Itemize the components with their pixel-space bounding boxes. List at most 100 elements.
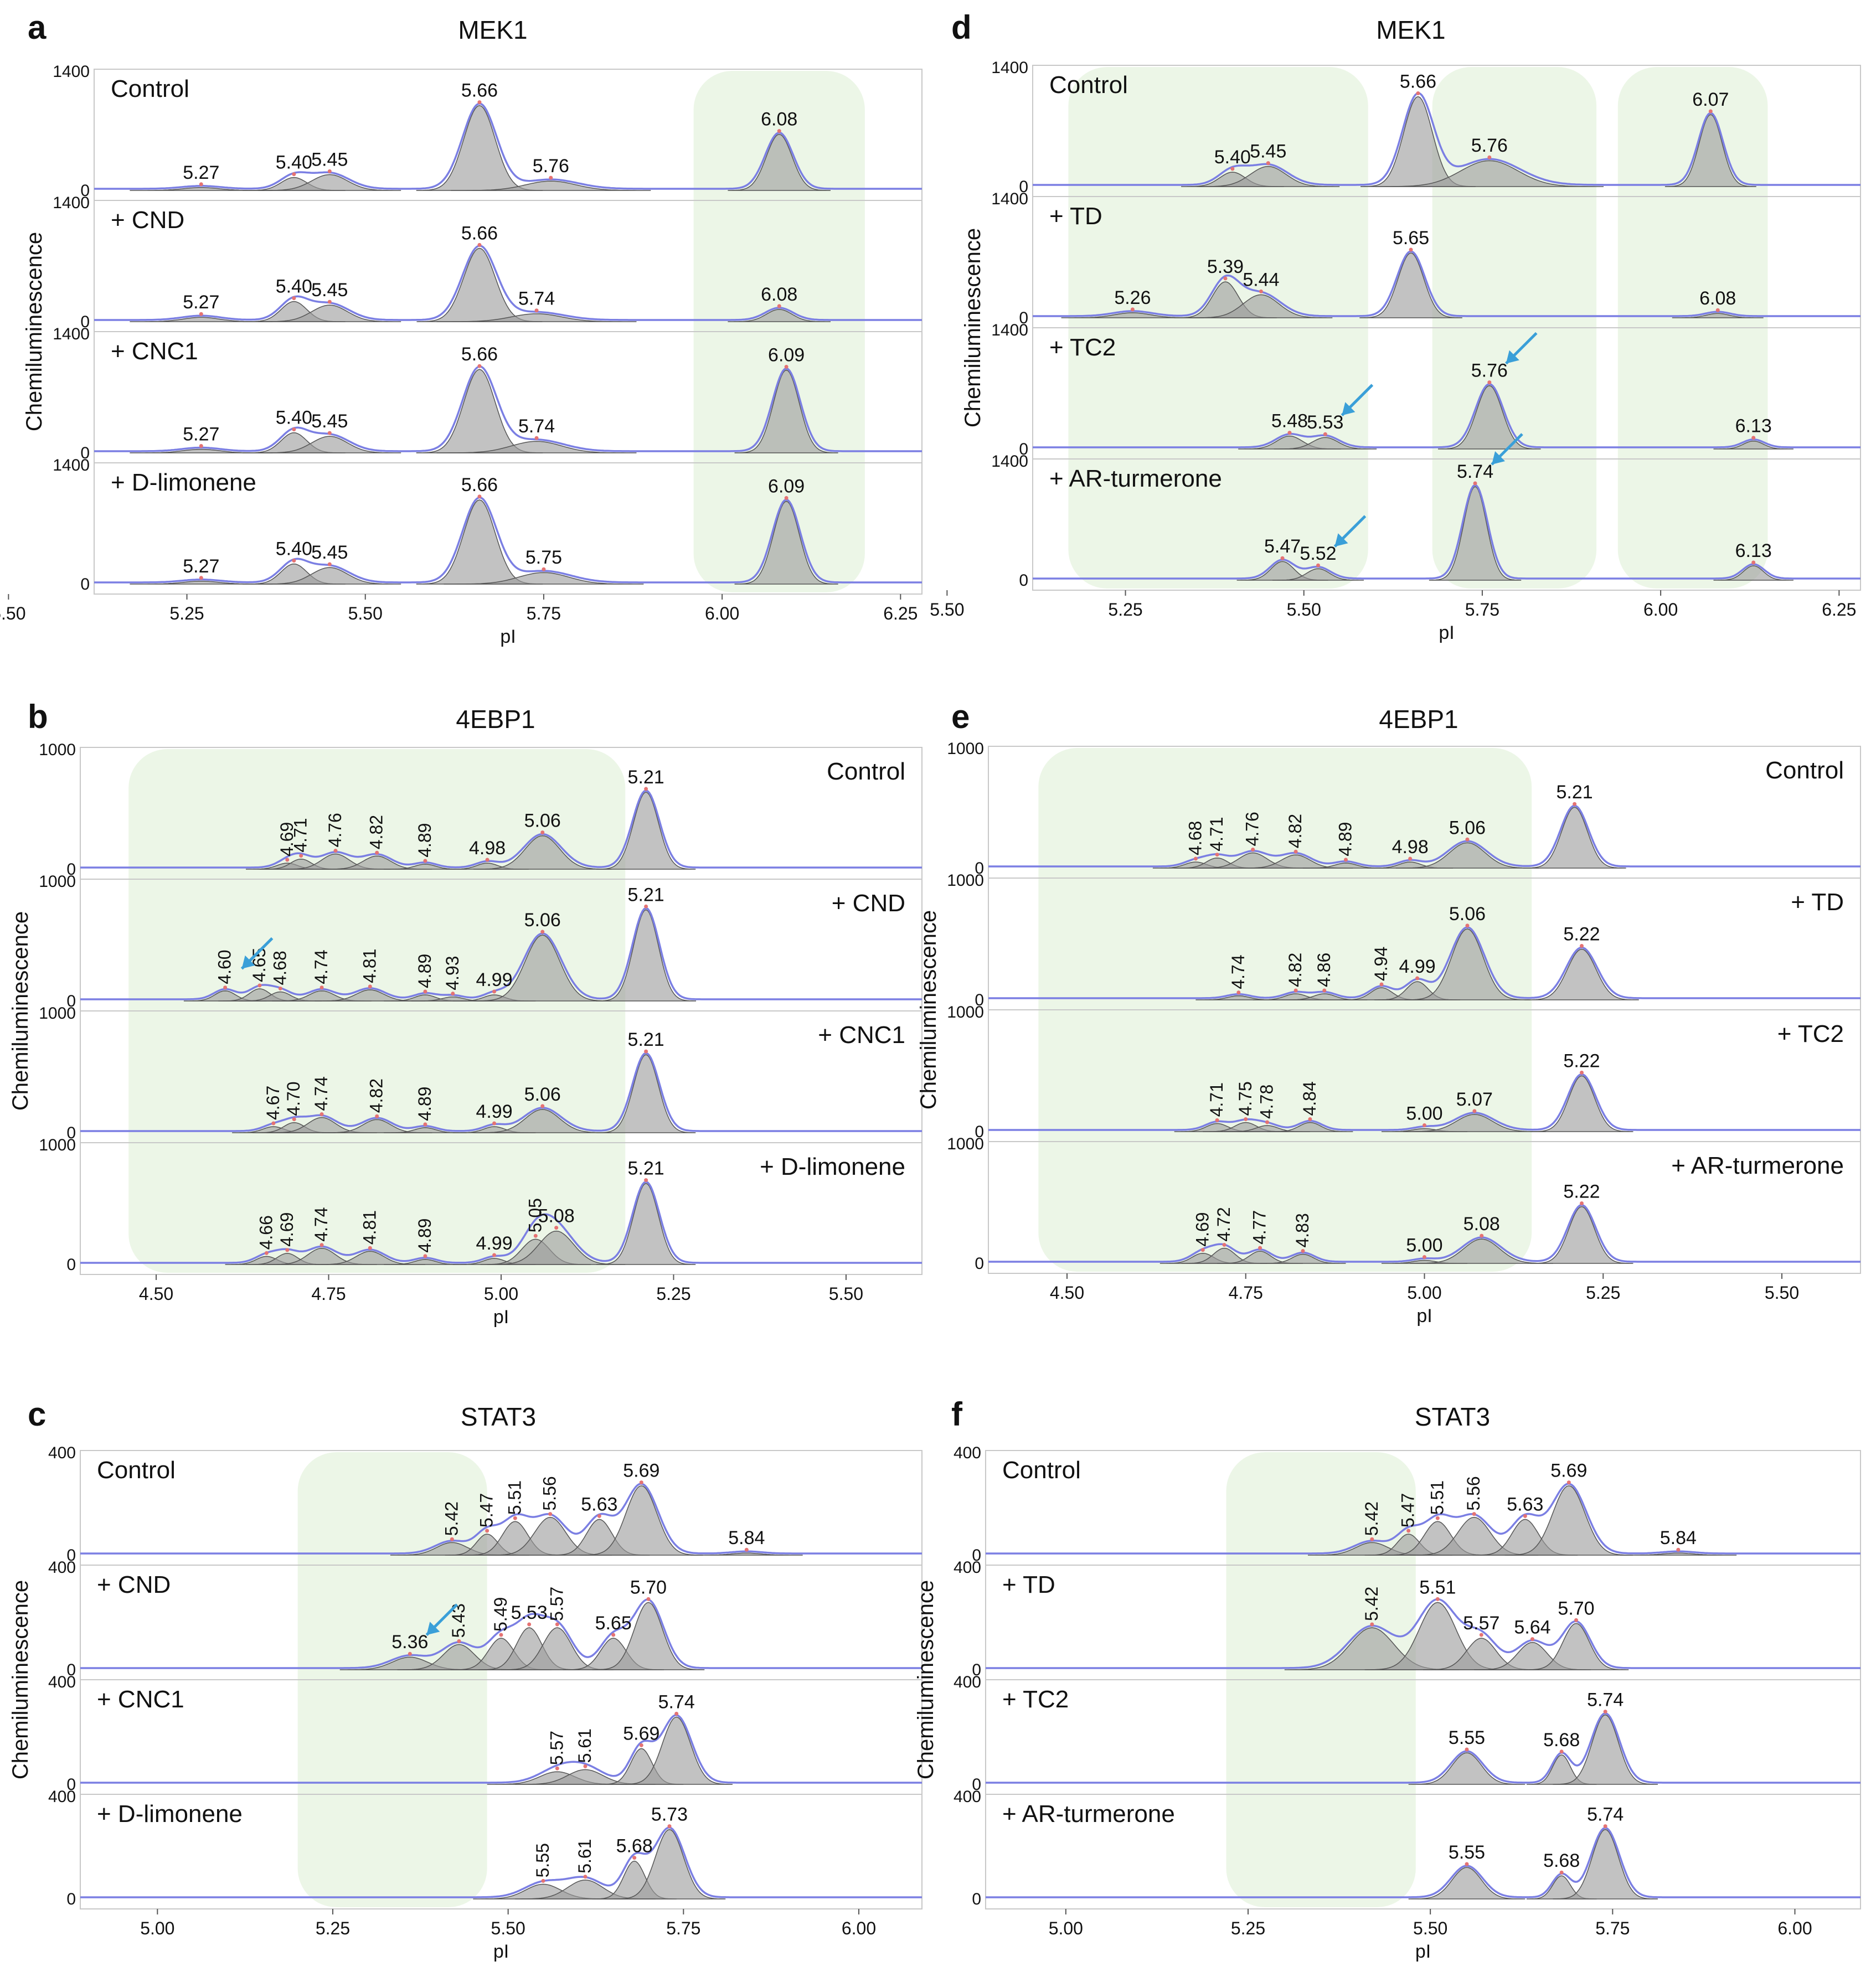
- peak-label: 5.75: [525, 547, 562, 568]
- peak-label: 5.22: [1563, 1050, 1600, 1071]
- y-tick-min: 0: [1019, 309, 1028, 327]
- peak-marker: [1343, 858, 1348, 862]
- peak-marker: [1423, 1255, 1426, 1260]
- y-tick-max: 1400: [53, 63, 90, 81]
- row-0: 1000 0 Control 4.68 4.71 4.76 4.82 4.89 4.98 5.06…: [947, 740, 1860, 878]
- peak-marker: [451, 992, 455, 996]
- peak-5.73: [613, 1829, 726, 1900]
- peak-marker: [1473, 481, 1477, 486]
- panel-title: MEK1: [1376, 16, 1445, 44]
- peak-label: 5.84: [728, 1527, 765, 1549]
- row-label: + TD: [1791, 889, 1844, 916]
- trace-line: [986, 1483, 1860, 1555]
- peak-marker: [555, 1766, 559, 1771]
- y-tick-max: 1400: [53, 456, 90, 474]
- peak-marker: [1472, 1512, 1476, 1516]
- peak-marker: [1676, 1547, 1681, 1552]
- row-2: 400 0 + TC2 5.55 5.68 5.74: [954, 1673, 1860, 1794]
- x-tick-label: 5.75: [1595, 1918, 1630, 1938]
- row-2: 1000 0 + CNC1 4.67 4.70 4.74 4.82 4.89 4.99 5.06 5…: [39, 1004, 922, 1142]
- y-tick-min: 0: [80, 575, 90, 593]
- peak-5.75: [444, 572, 644, 585]
- peak-marker: [513, 1516, 517, 1520]
- peak-marker: [534, 308, 539, 313]
- peak-marker: [533, 1233, 538, 1238]
- peak-marker: [1580, 1201, 1584, 1206]
- peak-label: 5.44: [1243, 269, 1279, 290]
- row-1: 400 0 + TD 5.42 5.51 5.57 5.64 5.70: [954, 1558, 1860, 1679]
- peak-5.21: [596, 1183, 696, 1265]
- peak-label: 4.70: [284, 1081, 303, 1116]
- row-label: + TD: [1002, 1571, 1055, 1598]
- peak-marker: [1530, 1637, 1534, 1642]
- peak-label: 4.71: [1207, 817, 1226, 851]
- peak-marker: [1293, 988, 1298, 993]
- peak-marker: [1603, 1710, 1607, 1714]
- peak-marker: [1566, 1480, 1571, 1485]
- x-tick-label: 6.00: [1777, 1918, 1812, 1938]
- row-3: 1000 0 + AR-turmerone 4.69 4.72 4.77 4.83 5.00 5…: [947, 1135, 1860, 1273]
- peak-label: 5.64: [1514, 1617, 1550, 1638]
- peak-label: 5.21: [628, 767, 664, 788]
- peak-marker: [1200, 1248, 1205, 1252]
- peak-marker: [423, 1254, 427, 1258]
- peak-label: 5.69: [623, 1460, 659, 1482]
- peak-marker: [667, 1824, 672, 1829]
- row-0: 400 0 Control 5.42 5.47 5.51 5.56 5.63 5.69 5.84: [954, 1444, 1860, 1565]
- row-2: 1400 0 + TC2 5.485.53 5.76 6.13: [991, 321, 1860, 458]
- peak-marker: [1215, 853, 1219, 857]
- y-tick-max: 1400: [991, 321, 1028, 339]
- peak-5.69: [579, 1485, 703, 1556]
- peak-marker: [292, 559, 296, 563]
- row-1: 1400 0 + CND 5.27 5.405.45 5.66 5.74 6.08: [53, 194, 922, 331]
- peak-marker: [632, 1856, 637, 1860]
- peak-label: 5.08: [538, 1206, 575, 1227]
- peak-label: 5.68: [616, 1836, 653, 1857]
- y-tick-max: 1000: [39, 741, 76, 759]
- peak-marker: [644, 787, 648, 791]
- peak-marker: [1603, 1824, 1607, 1829]
- peak-5.22: [1524, 948, 1639, 1000]
- y-tick-max: 1000: [39, 873, 76, 891]
- y-tick-max: 400: [954, 1444, 981, 1462]
- peak-label: 5.53: [511, 1602, 548, 1623]
- peak-label: 4.81: [359, 1210, 379, 1245]
- x-axis-label: pI: [500, 626, 516, 647]
- x-tick-label: 5.50: [0, 603, 25, 623]
- peak-label: 5.56: [1463, 1476, 1483, 1510]
- trace-line: [80, 1180, 922, 1264]
- row-label: + TD: [1049, 203, 1102, 230]
- peak-marker: [477, 364, 482, 368]
- trace-line: [80, 1714, 922, 1784]
- peak-5.06: [1404, 928, 1530, 1000]
- peak-label: 6.09: [768, 476, 805, 497]
- peak-label: 4.82: [367, 815, 386, 849]
- y-axis-label: Chemiluminescence: [8, 1580, 33, 1779]
- peak-label: 5.45: [311, 542, 348, 563]
- peak-label: 5.06: [524, 1084, 561, 1105]
- peak-5.44: [1189, 294, 1333, 318]
- x-tick-label: 5.25: [316, 1918, 350, 1938]
- peak-marker: [1230, 167, 1235, 171]
- peak-marker: [1435, 1597, 1440, 1601]
- peak-label: 5.08: [1463, 1214, 1500, 1235]
- y-tick-max: 400: [48, 1673, 76, 1691]
- peak-label: 5.40: [276, 407, 312, 429]
- arrow-head: [1334, 533, 1348, 547]
- peak-label: 5.66: [1400, 71, 1436, 92]
- peak-label: 5.22: [1563, 1181, 1600, 1202]
- row-0: 1400 0 Control 5.27 5.405.45 5.66 5.76 6.08: [53, 63, 922, 200]
- peak-marker: [292, 172, 296, 177]
- peak-label: 5.65: [595, 1613, 632, 1634]
- peak-marker: [542, 567, 546, 571]
- y-tick-max: 1400: [53, 325, 90, 343]
- x-tick-label: 5.75: [527, 603, 561, 623]
- peak-marker: [1479, 1633, 1483, 1637]
- x-tick-label: 5.75: [1465, 600, 1499, 620]
- peak-label: 5.53: [1307, 412, 1343, 433]
- y-tick-max: 400: [954, 1788, 981, 1806]
